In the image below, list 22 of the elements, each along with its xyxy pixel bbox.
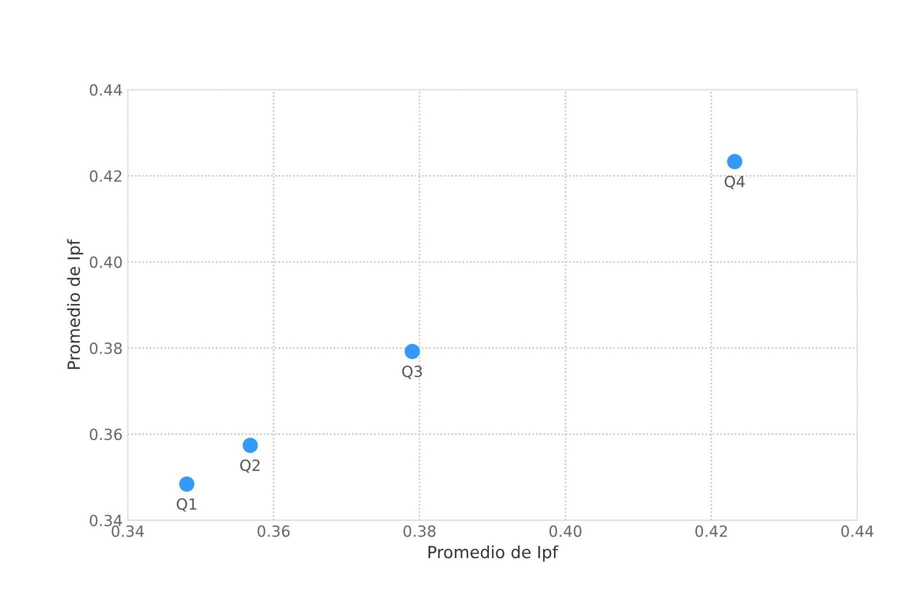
x-tick-label: 0.34 <box>112 525 144 537</box>
y-tick-label: 0.34 <box>90 514 122 526</box>
x-axis-title: Promedio de Ipf <box>428 545 558 562</box>
annotation: Q2 <box>240 460 260 473</box>
annotation: Q4 <box>724 176 745 190</box>
y-axis-title: Promedio de Ipf <box>67 239 84 369</box>
x-tick-label: 0.42 <box>695 525 727 537</box>
point <box>727 154 742 170</box>
x-tick-label: 0.40 <box>549 525 582 537</box>
x-tick-label: 0.44 <box>841 525 874 537</box>
point <box>242 438 258 453</box>
y-tick-label: 0.36 <box>90 428 122 440</box>
annotation: Q3 <box>402 366 422 379</box>
point <box>179 476 194 492</box>
annotation: Q1 <box>176 498 196 512</box>
y-tick-label: 0.44 <box>90 84 122 96</box>
y-tick-label: 0.40 <box>90 256 122 268</box>
x-tick-label: 0.38 <box>404 525 436 537</box>
point <box>404 344 420 360</box>
x-tick-label: 0.36 <box>258 525 290 537</box>
y-tick-label: 0.38 <box>90 342 122 354</box>
y-tick-label: 0.42 <box>90 170 122 182</box>
